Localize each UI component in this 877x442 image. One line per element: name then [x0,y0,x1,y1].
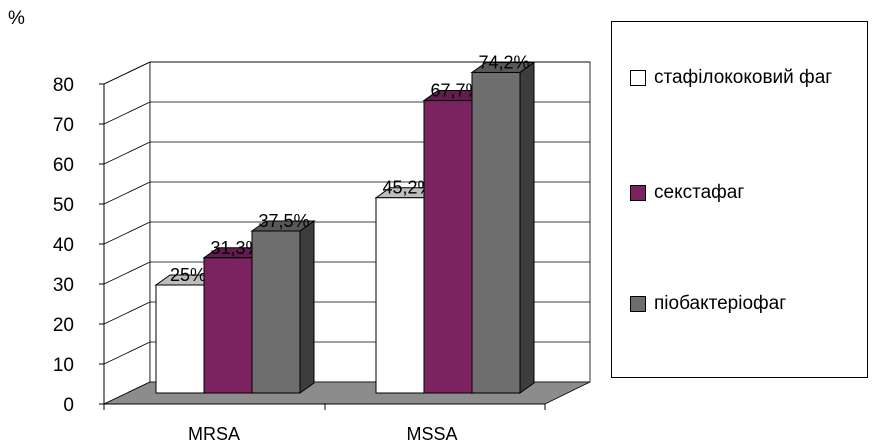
y-tick-label: 80 [53,75,74,96]
bar [203,257,253,394]
data-label: 31,3% [210,238,261,258]
legend-swatch [630,185,646,201]
gridline [103,341,151,365]
y-tick-label: 10 [53,355,74,376]
bar-side [519,61,535,394]
data-label: 74,2% [478,52,529,72]
bar-side [299,220,315,394]
data-label: 45,2% [382,178,433,198]
legend-label: піобактеріофаг [654,293,787,314]
y-tick-label: 40 [53,235,74,256]
gridline [103,181,151,205]
data-label: 67,7% [430,81,481,101]
y-tick-label: 60 [53,155,74,176]
gridline [103,61,151,85]
y-tick-label: 30 [53,275,74,296]
legend-item-sextaphage: секстафаг [630,177,864,208]
y-tick-label: 70 [53,115,74,136]
data-label: 37,5% [258,211,309,231]
legend-item-pyobacteriophage: піобактеріофаг [630,288,864,319]
y-tick-label: 0 [63,395,74,416]
y-tick-label: 20 [53,315,74,336]
legend-label: секстафаг [654,182,745,203]
bar [251,230,301,394]
bar [471,71,521,394]
bar [375,197,425,394]
bar [423,100,473,394]
gridline [103,141,151,165]
legend-swatch [630,70,646,86]
legend: стафілококовий фаг секстафаг піобактеріо… [611,21,868,378]
legend-swatch [630,296,646,312]
x-tick-label: MSSA [406,424,457,442]
gridline [103,261,151,285]
x-tick-label: MRSA [188,424,240,442]
y-axis-label: % [8,8,25,29]
data-label: 25% [170,265,206,285]
legend-item-staph-phage: стафілококовий фаг [630,62,864,93]
y-tick-label: 50 [53,195,74,216]
legend-label: стафілококовий фаг [654,67,833,88]
gridline [103,221,151,245]
bar [155,284,205,394]
gridline [103,101,151,125]
gridline [103,301,151,325]
